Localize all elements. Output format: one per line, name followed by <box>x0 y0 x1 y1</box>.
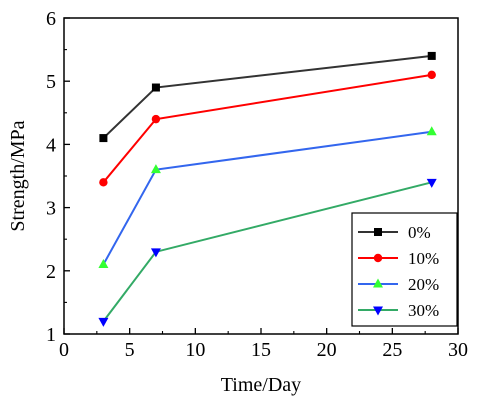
data-point <box>150 248 161 258</box>
data-point <box>151 83 160 92</box>
data-point <box>99 178 108 187</box>
x-tick-label: 10 <box>185 339 205 361</box>
data-point <box>426 178 437 188</box>
legend-box <box>351 212 458 327</box>
x-axis-label: Time/Day <box>221 374 301 396</box>
y-axis-ticks: 1 2 3 4 5 6 <box>46 8 70 346</box>
y-axis-label: Strength/MPa <box>7 120 29 231</box>
data-point <box>98 258 109 268</box>
y-tick-label: 1 <box>46 324 56 346</box>
legend-marker <box>373 253 383 263</box>
legend-marker <box>373 278 383 288</box>
legend-label: 30% <box>408 301 439 320</box>
series-line-0 <box>102 54 432 139</box>
legend-label: 0% <box>408 223 431 242</box>
data-point <box>151 114 161 124</box>
data-point <box>427 70 436 80</box>
legend-marker <box>373 306 383 316</box>
x-tick-label: 20 <box>317 339 337 361</box>
legend-marker <box>374 228 382 236</box>
data-point <box>98 317 109 327</box>
x-tick-label: 30 <box>448 339 468 361</box>
data-point <box>150 164 161 174</box>
data-point <box>99 134 108 143</box>
legend: 0% 10% 20% 30% <box>351 212 458 327</box>
x-tick-label: 0 <box>59 339 69 361</box>
y-tick-label: 2 <box>46 261 56 283</box>
y-tick-label: 4 <box>46 134 56 156</box>
y-tick-label: 6 <box>46 8 56 30</box>
x-tick-label: 5 <box>125 339 135 361</box>
x-tick-label: 15 <box>251 339 271 361</box>
data-point <box>426 126 437 136</box>
x-tick-label: 25 <box>382 339 402 361</box>
series-markers <box>98 51 437 327</box>
legend-label: 10% <box>408 249 439 268</box>
y-tick-label: 5 <box>46 71 56 93</box>
y-tick-label: 3 <box>46 198 56 220</box>
data-point <box>427 51 436 60</box>
legend-label: 20% <box>408 275 439 294</box>
x-axis-ticks: 0 5 10 15 20 25 30 <box>59 328 468 361</box>
